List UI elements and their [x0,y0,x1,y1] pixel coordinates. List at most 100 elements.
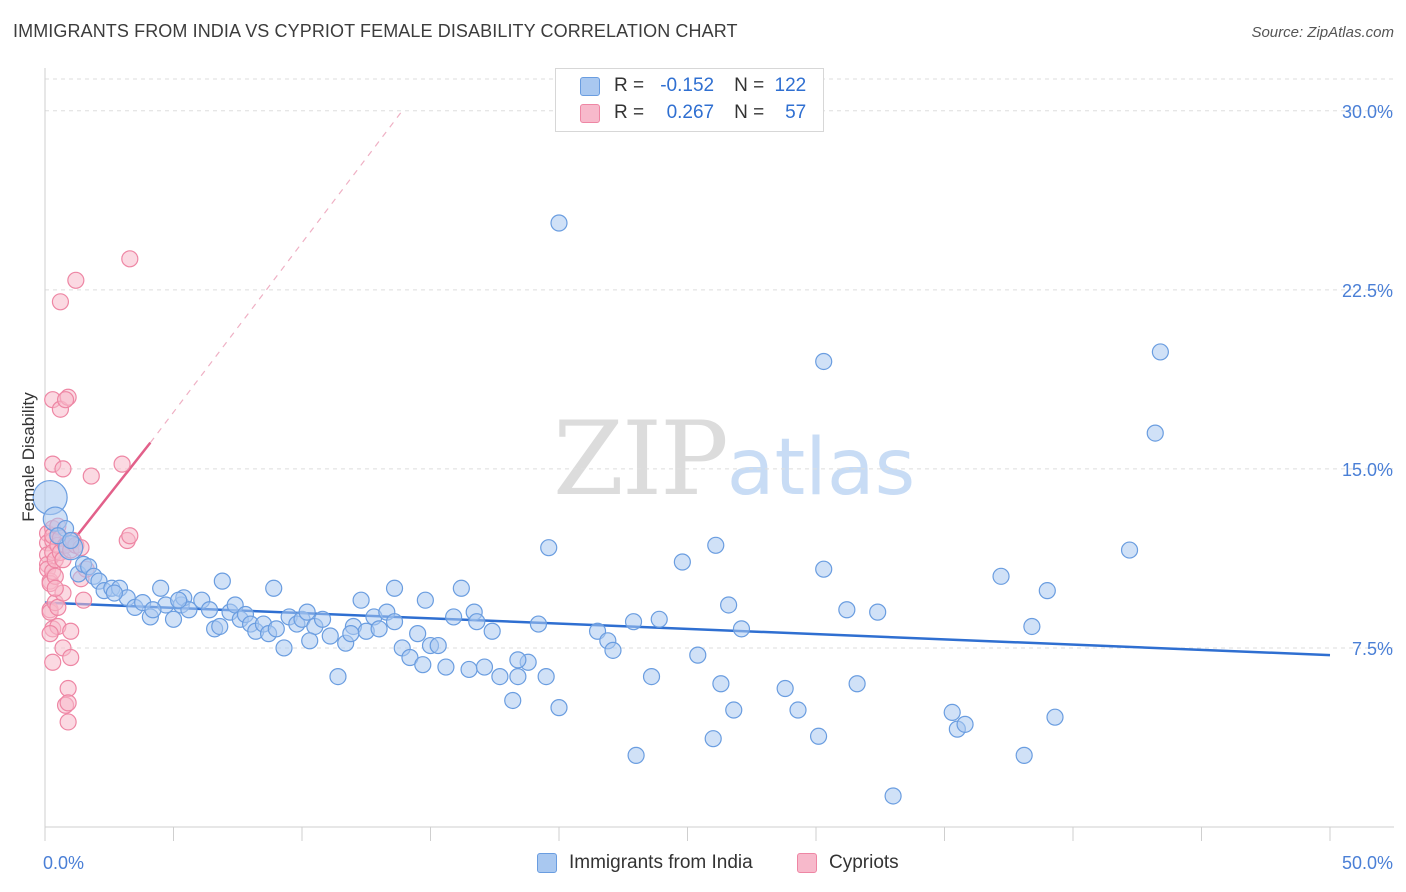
watermark-zip: ZIP [553,400,729,519]
correlation-legend: R = -0.152 N = 122 R = 0.267 N = 57 [555,68,824,132]
india-point [809,727,828,745]
india-point [445,608,463,626]
india-point [509,667,527,686]
india-point [385,613,404,631]
india-point [321,627,339,645]
india-trend-line [44,601,1331,657]
india-point [200,601,219,619]
india-point [838,601,856,619]
india-point [673,553,691,571]
india-point [144,601,162,619]
cypriot-point [82,467,100,485]
watermark-atlas: atlas [726,423,916,513]
india-point [650,610,668,628]
india-point [776,679,794,698]
data-points [32,214,1169,805]
india-point [848,675,866,693]
india-point [460,660,478,679]
india-point [401,648,419,667]
india-point [301,632,319,650]
series-legend: Immigrants from India Cypriots [0,852,1406,878]
cypriot-point [113,455,131,473]
india-point [352,591,370,609]
india-point [642,667,661,686]
legend-swatch-cypriots [580,103,600,123]
trend-lines [44,110,1331,657]
india-point [105,584,123,602]
cypriot-point [44,653,62,671]
india-point [956,715,974,733]
cypriot-point [56,391,75,409]
cypriot-point [121,527,139,545]
legend-row-india: R = -0.152 N = 122 [580,74,806,98]
legend-swatch-india [580,76,600,96]
x-tick-label: 50.0% [1342,853,1393,873]
india-point [1151,343,1169,361]
india-point [213,572,231,590]
cypriot-point [41,625,59,643]
india-point [429,636,447,655]
india-point [1046,708,1064,726]
india-point [152,579,170,597]
legend-n-value-cypriots: 57 [785,102,807,123]
x-tick-label: 0.0% [43,853,84,873]
india-point [342,625,360,643]
legend-r-label: R = [614,102,645,123]
legend-n-value-india: 122 [774,75,807,96]
india-point [789,701,807,719]
cypriot-point [59,679,77,698]
india-point [452,579,470,597]
india-point [385,579,404,597]
india-point [164,610,183,628]
india-point [725,701,743,719]
india-point [689,646,707,664]
india-point [370,620,388,638]
india-point [509,651,527,669]
india-point [414,656,432,674]
india-point [537,667,555,686]
series-swatch-cypriots [797,853,817,873]
y-tick-label: 15.0% [1342,460,1393,480]
cypriot-point [49,598,67,616]
source-label: Source: ZipAtlas.com [1251,24,1394,41]
series-swatch-india [537,853,557,873]
india-point [1146,424,1164,442]
india-point [992,567,1010,585]
chart-title: IMMIGRANTS FROM INDIA VS CYPRIOT FEMALE … [13,21,738,41]
cypriot-point [121,250,139,268]
cypriot-point [62,648,80,667]
cypriot-point [59,713,77,731]
cypriot-point [46,579,64,597]
india-point [815,352,833,371]
india-point [267,620,285,638]
india-point [815,560,833,578]
india-point [604,641,622,659]
y-tick-label: 7.5% [1352,639,1393,659]
cypriot-point [62,622,80,640]
india-point [437,658,455,676]
axes [44,68,1394,841]
india-point [707,536,725,554]
tick-labels: 7.5% 15.0% 22.5% 30.0% 0.0% 50.0% [43,102,1393,873]
india-point [329,667,347,686]
india-point [869,603,887,621]
india-point [943,703,961,722]
india-point [624,613,643,631]
india-point [550,699,568,717]
india-point [504,691,522,710]
legend-r-value-india: -0.152 [660,75,715,96]
cypriot-point [51,293,70,311]
cypriot-point [59,694,77,712]
india-point [468,613,486,631]
india-point [1023,617,1041,636]
india-point [720,596,738,614]
india-point [540,539,558,557]
india-point [1015,746,1033,764]
watermark: ZIPatlas [553,400,915,519]
legend-row-cypriots: R = 0.267 N = 57 [580,101,806,125]
grid-lines [45,78,1394,649]
india-point [1038,582,1056,600]
india-point [483,622,501,640]
legend-n-label: N = [734,75,765,96]
